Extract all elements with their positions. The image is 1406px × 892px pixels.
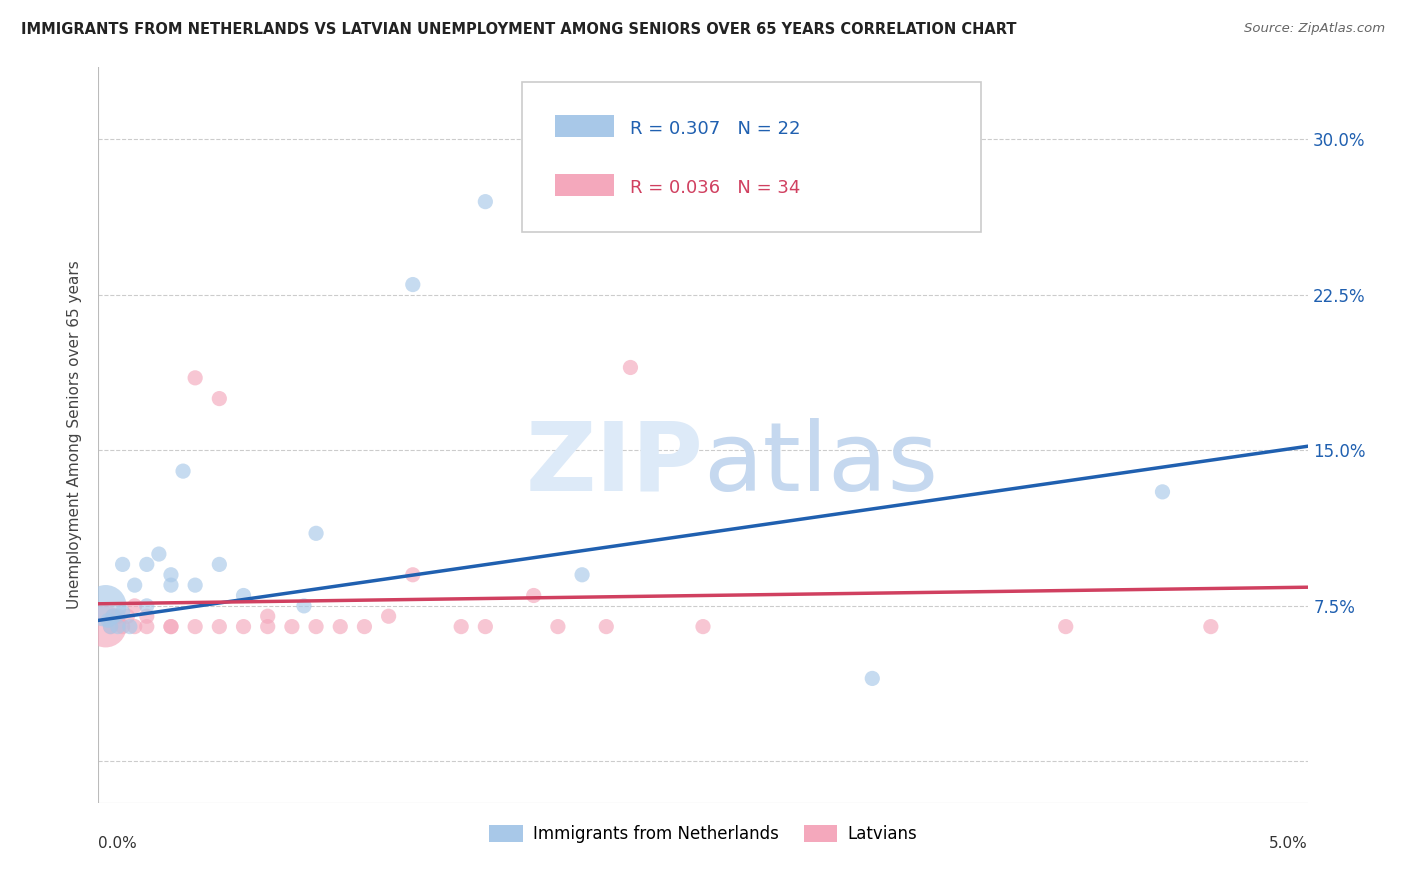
Point xyxy=(619,360,641,375)
Point xyxy=(97,613,120,627)
Point xyxy=(402,567,425,582)
Point xyxy=(523,589,546,603)
Point xyxy=(208,619,231,633)
Text: 0.0%: 0.0% xyxy=(98,836,138,851)
Point xyxy=(160,578,183,592)
Point xyxy=(135,609,157,624)
Point xyxy=(256,619,278,633)
Point xyxy=(377,609,399,624)
Point xyxy=(107,609,129,624)
Point xyxy=(111,605,134,619)
Point xyxy=(208,558,231,572)
Point xyxy=(305,619,328,633)
Point xyxy=(117,609,139,624)
Point xyxy=(135,619,157,633)
FancyBboxPatch shape xyxy=(522,82,981,233)
Bar xyxy=(555,174,613,195)
Point xyxy=(148,547,170,561)
Point xyxy=(547,619,569,633)
Point xyxy=(160,619,183,633)
Point xyxy=(402,277,425,292)
Text: 5.0%: 5.0% xyxy=(1268,836,1308,851)
Point xyxy=(281,619,304,633)
Point xyxy=(184,371,207,385)
Point xyxy=(94,599,117,613)
Point xyxy=(474,194,496,209)
Bar xyxy=(555,115,613,136)
Point xyxy=(135,599,157,613)
Y-axis label: Unemployment Among Seniors over 65 years: Unemployment Among Seniors over 65 years xyxy=(67,260,83,609)
Point xyxy=(860,672,883,686)
Point xyxy=(111,619,134,633)
Text: R = 0.307   N = 22: R = 0.307 N = 22 xyxy=(630,120,801,138)
Point xyxy=(160,619,183,633)
Point xyxy=(100,619,122,633)
Point xyxy=(571,567,593,582)
Text: atlas: atlas xyxy=(703,417,938,511)
Point xyxy=(100,619,122,633)
Point xyxy=(172,464,194,478)
Point xyxy=(232,619,254,633)
Point xyxy=(111,558,134,572)
Point xyxy=(160,567,183,582)
Point xyxy=(101,609,124,624)
Point xyxy=(124,619,146,633)
Text: ZIP: ZIP xyxy=(524,417,703,511)
Point xyxy=(595,619,617,633)
Point xyxy=(256,609,278,624)
Point xyxy=(124,578,146,592)
Point xyxy=(305,526,328,541)
Point xyxy=(474,619,496,633)
Point xyxy=(184,578,207,592)
Point xyxy=(107,619,129,633)
Point xyxy=(353,619,375,633)
Point xyxy=(94,619,117,633)
Point xyxy=(118,619,141,633)
Text: Source: ZipAtlas.com: Source: ZipAtlas.com xyxy=(1244,22,1385,36)
Point xyxy=(101,609,124,624)
Text: R = 0.036   N = 34: R = 0.036 N = 34 xyxy=(630,179,801,197)
Point xyxy=(292,599,315,613)
Point xyxy=(1199,619,1222,633)
Point xyxy=(124,599,146,613)
Point xyxy=(232,589,254,603)
Point xyxy=(329,619,352,633)
Point xyxy=(1054,619,1077,633)
Point xyxy=(450,619,472,633)
Point xyxy=(184,619,207,633)
Point xyxy=(135,558,157,572)
Legend: Immigrants from Netherlands, Latvians: Immigrants from Netherlands, Latvians xyxy=(482,818,924,850)
Point xyxy=(208,392,231,406)
Text: IMMIGRANTS FROM NETHERLANDS VS LATVIAN UNEMPLOYMENT AMONG SENIORS OVER 65 YEARS : IMMIGRANTS FROM NETHERLANDS VS LATVIAN U… xyxy=(21,22,1017,37)
Point xyxy=(1152,484,1174,499)
Point xyxy=(692,619,714,633)
